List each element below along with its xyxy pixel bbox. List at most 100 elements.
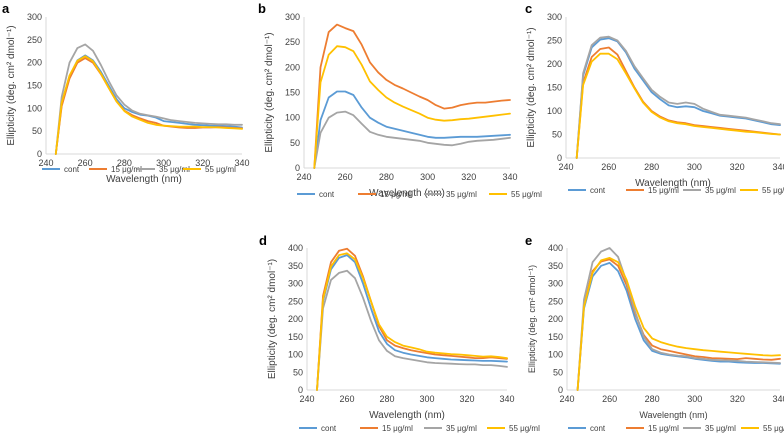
y-tick-label: 100 bbox=[548, 350, 563, 360]
y-axis-label: Ellipticity (deg. cm² dmol⁻¹) bbox=[6, 25, 17, 145]
y-tick-label: 100 bbox=[547, 106, 562, 116]
panel-letter: c bbox=[525, 1, 532, 16]
y-tick-label: 150 bbox=[548, 332, 563, 342]
x-tick-label: 320 bbox=[730, 162, 745, 172]
y-tick-label: 0 bbox=[37, 149, 42, 159]
y-tick-label: 200 bbox=[288, 314, 303, 324]
y-tick-label: 200 bbox=[547, 59, 562, 69]
y-axis-label: Ellipticity (deg. cm² dmol⁻¹) bbox=[526, 27, 537, 147]
y-tick-label: 250 bbox=[547, 36, 562, 46]
series-line-35 bbox=[313, 110, 511, 169]
x-tick-label: 340 bbox=[499, 394, 514, 404]
series-line-cont bbox=[316, 254, 508, 391]
y-tick-label: 50 bbox=[32, 126, 42, 136]
y-tick-label: 250 bbox=[548, 296, 563, 306]
x-tick-label: 280 bbox=[644, 162, 659, 172]
legend-label: 35 μg/ml bbox=[446, 190, 477, 199]
y-tick-label: 250 bbox=[288, 296, 303, 306]
series-line-55 bbox=[575, 52, 781, 159]
legend-label: 55 μg/ml bbox=[205, 165, 236, 174]
x-tick-label: 340 bbox=[772, 162, 784, 172]
panel-letter: d bbox=[259, 233, 267, 248]
series-line-15 bbox=[316, 247, 508, 391]
y-tick-label: 50 bbox=[290, 138, 300, 148]
y-tick-label: 150 bbox=[285, 88, 300, 98]
x-tick-label: 260 bbox=[602, 394, 617, 404]
x-tick-label: 340 bbox=[502, 172, 517, 182]
x-tick-label: 260 bbox=[601, 162, 616, 172]
x-tick-label: 340 bbox=[772, 394, 784, 404]
legend-label: 35 μg/ml bbox=[705, 424, 736, 433]
series-line-55 bbox=[313, 45, 511, 169]
chart-panel-b: b 0 50 100 150 200 250 300 240 260 280 300 320 340 Wav… bbox=[258, 1, 542, 199]
x-tick-label: 240 bbox=[558, 162, 573, 172]
x-tick-label: 280 bbox=[379, 394, 394, 404]
panel-letter: a bbox=[2, 1, 10, 16]
x-tick-label: 260 bbox=[338, 172, 353, 182]
x-tick-label: 260 bbox=[339, 394, 354, 404]
legend-label: cont bbox=[319, 190, 335, 199]
y-tick-label: 350 bbox=[548, 261, 563, 271]
panel-letter: b bbox=[258, 1, 266, 16]
y-tick-label: 300 bbox=[547, 12, 562, 22]
x-tick-label: 320 bbox=[459, 394, 474, 404]
x-axis-label: Wavelength (nm) bbox=[635, 178, 711, 189]
x-tick-label: 320 bbox=[195, 158, 210, 168]
series-line-55 bbox=[54, 55, 243, 155]
series-line-cont bbox=[576, 261, 781, 391]
x-axis-label: Wavelength (nm) bbox=[369, 410, 445, 421]
chart-panel-a: a 0 50 100 150 200 250 300 240 260 280 300 320 340 Wav… bbox=[2, 1, 250, 185]
legend-label: cont bbox=[590, 424, 606, 433]
x-tick-label: 240 bbox=[38, 158, 53, 168]
legend-label: 55 μg/ml bbox=[762, 186, 784, 195]
x-tick-label: 280 bbox=[379, 172, 394, 182]
x-tick-label: 320 bbox=[461, 172, 476, 182]
legend-label: 15 μg/ml bbox=[382, 424, 413, 433]
legend-label: 55 μg/ml bbox=[509, 424, 540, 433]
legend-label: 35 μg/ml bbox=[446, 424, 477, 433]
chart-panel-e: e 0 50 100 150 200 250 300 350 400 240 260 280 300 320… bbox=[525, 233, 784, 433]
y-tick-label: 100 bbox=[27, 103, 42, 113]
y-tick-label: 0 bbox=[557, 153, 562, 163]
legend-label: 35 μg/ml bbox=[159, 165, 190, 174]
legend: cont 15 μg/ml 35 μg/ml 55 μg/ml bbox=[568, 424, 784, 433]
x-tick-label: 240 bbox=[296, 172, 311, 182]
series-line-15 bbox=[575, 46, 781, 159]
legend: cont 15 μg/ml 35 μg/ml 55 μg/ml bbox=[297, 190, 542, 199]
series-line-15 bbox=[313, 23, 511, 169]
y-tick-label: 0 bbox=[295, 163, 300, 173]
x-tick-label: 280 bbox=[117, 158, 132, 168]
y-tick-label: 250 bbox=[285, 37, 300, 47]
legend-label: 15 μg/ml bbox=[380, 190, 411, 199]
x-axis-label: Wavelength (nm) bbox=[369, 188, 445, 199]
series-line-cont bbox=[575, 37, 781, 159]
y-tick-label: 100 bbox=[285, 113, 300, 123]
y-tick-label: 150 bbox=[288, 332, 303, 342]
y-tick-label: 50 bbox=[552, 130, 562, 140]
x-tick-label: 300 bbox=[420, 172, 435, 182]
legend-label: 15 μg/ml bbox=[648, 424, 679, 433]
legend-label: 15 μg/ml bbox=[648, 186, 679, 195]
x-tick-label: 260 bbox=[78, 158, 93, 168]
series-line-cont bbox=[54, 54, 243, 155]
x-tick-label: 300 bbox=[687, 394, 702, 404]
series-line-35 bbox=[575, 35, 781, 159]
legend-label: cont bbox=[590, 186, 606, 195]
y-tick-label: 250 bbox=[27, 35, 42, 45]
y-tick-label: 350 bbox=[288, 261, 303, 271]
y-tick-label: 400 bbox=[548, 243, 563, 253]
x-tick-label: 300 bbox=[419, 394, 434, 404]
series-line-35 bbox=[576, 247, 781, 391]
y-tick-label: 0 bbox=[558, 385, 563, 395]
panel-letter: e bbox=[525, 233, 532, 248]
series-line-35 bbox=[316, 269, 508, 391]
x-axis-label: Wavelength (nm) bbox=[639, 410, 707, 420]
legend: cont 15 μg/ml 35 μg/ml 55 μg/ml bbox=[42, 165, 236, 174]
x-axis-label: Wavelength (nm) bbox=[106, 174, 182, 185]
y-tick-label: 300 bbox=[288, 279, 303, 289]
legend-label: cont bbox=[64, 165, 80, 174]
series-line-55 bbox=[576, 256, 781, 391]
legend: cont 15 μg/ml 35 μg/ml 55 μg/ml bbox=[568, 186, 784, 195]
y-tick-label: 100 bbox=[288, 350, 303, 360]
